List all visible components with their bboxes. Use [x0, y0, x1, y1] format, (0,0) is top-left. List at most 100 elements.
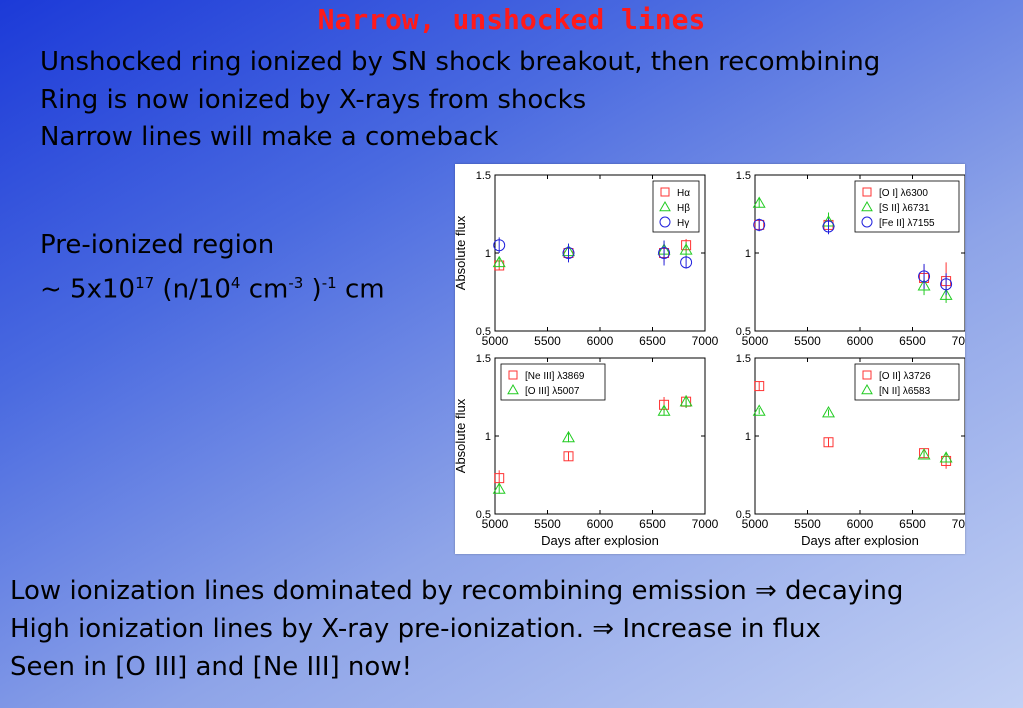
- legend-label: [S II] λ6731: [879, 203, 930, 214]
- y-tick-label: 1.5: [476, 353, 491, 365]
- formula-exponent: -1: [321, 274, 337, 292]
- conclusion-lines: Low ionization lines dominated by recomb…: [10, 572, 903, 686]
- y-tick-label: 0.5: [736, 509, 751, 521]
- y-axis-label: Absolute flux: [455, 215, 468, 290]
- preionized-label: Pre-ionized region: [40, 230, 275, 260]
- bullet-line: Narrow lines will make a comeback: [40, 122, 499, 152]
- x-tick-label: 5500: [794, 517, 821, 531]
- data-point: [822, 405, 835, 418]
- x-tick-label: 6000: [587, 517, 614, 531]
- data-point: [823, 437, 834, 448]
- bullet-line: Unshocked ring ionized by SN shock break…: [40, 47, 881, 77]
- legend-marker: [862, 370, 872, 380]
- data-point: [563, 451, 574, 462]
- x-tick-label: 5000: [742, 517, 769, 531]
- data-point: [752, 404, 766, 416]
- y-tick-label: 0.5: [476, 509, 491, 521]
- x-tick-label: 5000: [482, 334, 509, 348]
- formula-exponent: -3: [288, 274, 304, 292]
- data-point: [939, 288, 953, 300]
- legend-box: [652, 180, 700, 233]
- data-point: [822, 220, 835, 233]
- legend-box: [854, 180, 960, 233]
- preionized-size-formula: ~ 5x1017 (n/104 cm-3 )-1 cm: [40, 264, 385, 309]
- chart-3: 5000 5500 6000 6500 7000 0.5 1 1.5 Absolute flux…: [455, 353, 719, 548]
- x-tick-label: 7000: [692, 517, 719, 531]
- data-point: [493, 239, 506, 252]
- x-tick-label: 7000: [692, 334, 719, 348]
- x-tick-label: 5500: [794, 334, 821, 348]
- legend-marker: [861, 216, 873, 228]
- legend-label: [Ne III] λ3869: [525, 371, 585, 382]
- legend-marker: [659, 216, 671, 228]
- x-axis-label: Days after explosion: [801, 533, 919, 548]
- y-tick-label: 0.5: [476, 326, 491, 338]
- legend-label: Hβ: [677, 203, 690, 214]
- legend-label: Hα: [677, 188, 690, 199]
- x-tick-label: 7000: [952, 334, 965, 348]
- data-point: [917, 448, 931, 460]
- formula-part: ~ 5x10: [40, 274, 136, 305]
- chart-2: 5000 5500 6000 6500 7000 0.5 1 1.5 [O I] λ6300 [S…: [736, 170, 965, 348]
- legend-marker: [659, 200, 671, 212]
- legend-marker: [508, 370, 518, 380]
- data-point: [562, 430, 575, 443]
- legend-label: [O II] λ3726: [879, 371, 931, 382]
- formula-part: cm: [336, 274, 385, 305]
- data-point: [918, 270, 931, 283]
- y-tick-label: 1.5: [736, 353, 751, 365]
- formula-exponent: 4: [230, 274, 241, 292]
- data-point: [679, 395, 693, 407]
- data-point: [680, 256, 693, 269]
- x-tick-label: 5000: [742, 334, 769, 348]
- conclusion-line: Low ionization lines dominated by recomb…: [10, 576, 904, 606]
- formula-part: ): [303, 274, 322, 305]
- x-axis-label: Days after explosion: [541, 533, 659, 548]
- legend-label: [Fe II] λ7155: [879, 218, 935, 229]
- intro-bullets: Unshocked ring ionized by SN shock break…: [40, 44, 880, 157]
- formula-part: (n/10: [154, 274, 231, 305]
- legend-marker: [861, 200, 873, 212]
- data-point: [657, 404, 671, 416]
- data-point: [753, 218, 766, 231]
- flux-chart-panel: 5000 5500 6000 6500 7000 0.5 1 1.5 Absolute flux…: [455, 164, 965, 554]
- conclusion-line: High ionization lines by X-ray pre-ioniz…: [10, 614, 821, 644]
- chart-4: 5000 5500 6000 6500 7000 0.5 1 1.5 Days after ex…: [736, 353, 965, 548]
- data-point: [492, 255, 506, 268]
- bullet-line: Ring is now ionized by X-rays from shock…: [40, 84, 587, 115]
- y-tick-label: 1.5: [476, 170, 491, 182]
- y-tick-label: 1: [745, 248, 751, 260]
- legend-label: [O III] λ5007: [525, 386, 580, 397]
- x-tick-label: 6000: [587, 334, 614, 348]
- y-tick-label: 1: [485, 431, 491, 443]
- legend-marker: [862, 187, 872, 197]
- legend-label: Hγ: [677, 218, 689, 229]
- x-tick-label: 5500: [534, 517, 561, 531]
- data-point: [754, 381, 765, 392]
- legend-label: [O I] λ6300: [879, 188, 928, 199]
- x-tick-label: 7000: [952, 517, 965, 531]
- x-tick-label: 6500: [899, 517, 926, 531]
- x-tick-label: 6000: [847, 334, 874, 348]
- data-point: [940, 278, 953, 291]
- y-tick-label: 1.5: [736, 170, 751, 182]
- data-point: [752, 196, 766, 208]
- legend-label: [N II] λ6583: [879, 386, 931, 397]
- x-tick-label: 5500: [534, 334, 561, 348]
- x-tick-label: 6000: [847, 517, 874, 531]
- x-tick-label: 6500: [639, 517, 666, 531]
- slide-title: Narrow, unshocked lines: [317, 3, 706, 36]
- y-tick-label: 1: [485, 248, 491, 260]
- data-point: [562, 247, 575, 259]
- legend-marker: [507, 383, 519, 395]
- x-tick-label: 6500: [639, 334, 666, 348]
- flux-charts-svg: 5000 5500 6000 6500 7000 0.5 1 1.5 Absolute flux…: [455, 170, 965, 548]
- y-axis-label: Absolute flux: [455, 398, 468, 473]
- legend-marker: [660, 187, 670, 197]
- chart-1: 5000 5500 6000 6500 7000 0.5 1 1.5 Absolute flux…: [455, 170, 719, 348]
- data-point: [939, 451, 953, 463]
- data-point: [658, 247, 671, 259]
- formula-exponent: 17: [135, 274, 155, 292]
- formula-part: cm: [240, 274, 289, 305]
- y-tick-label: 1: [745, 431, 751, 443]
